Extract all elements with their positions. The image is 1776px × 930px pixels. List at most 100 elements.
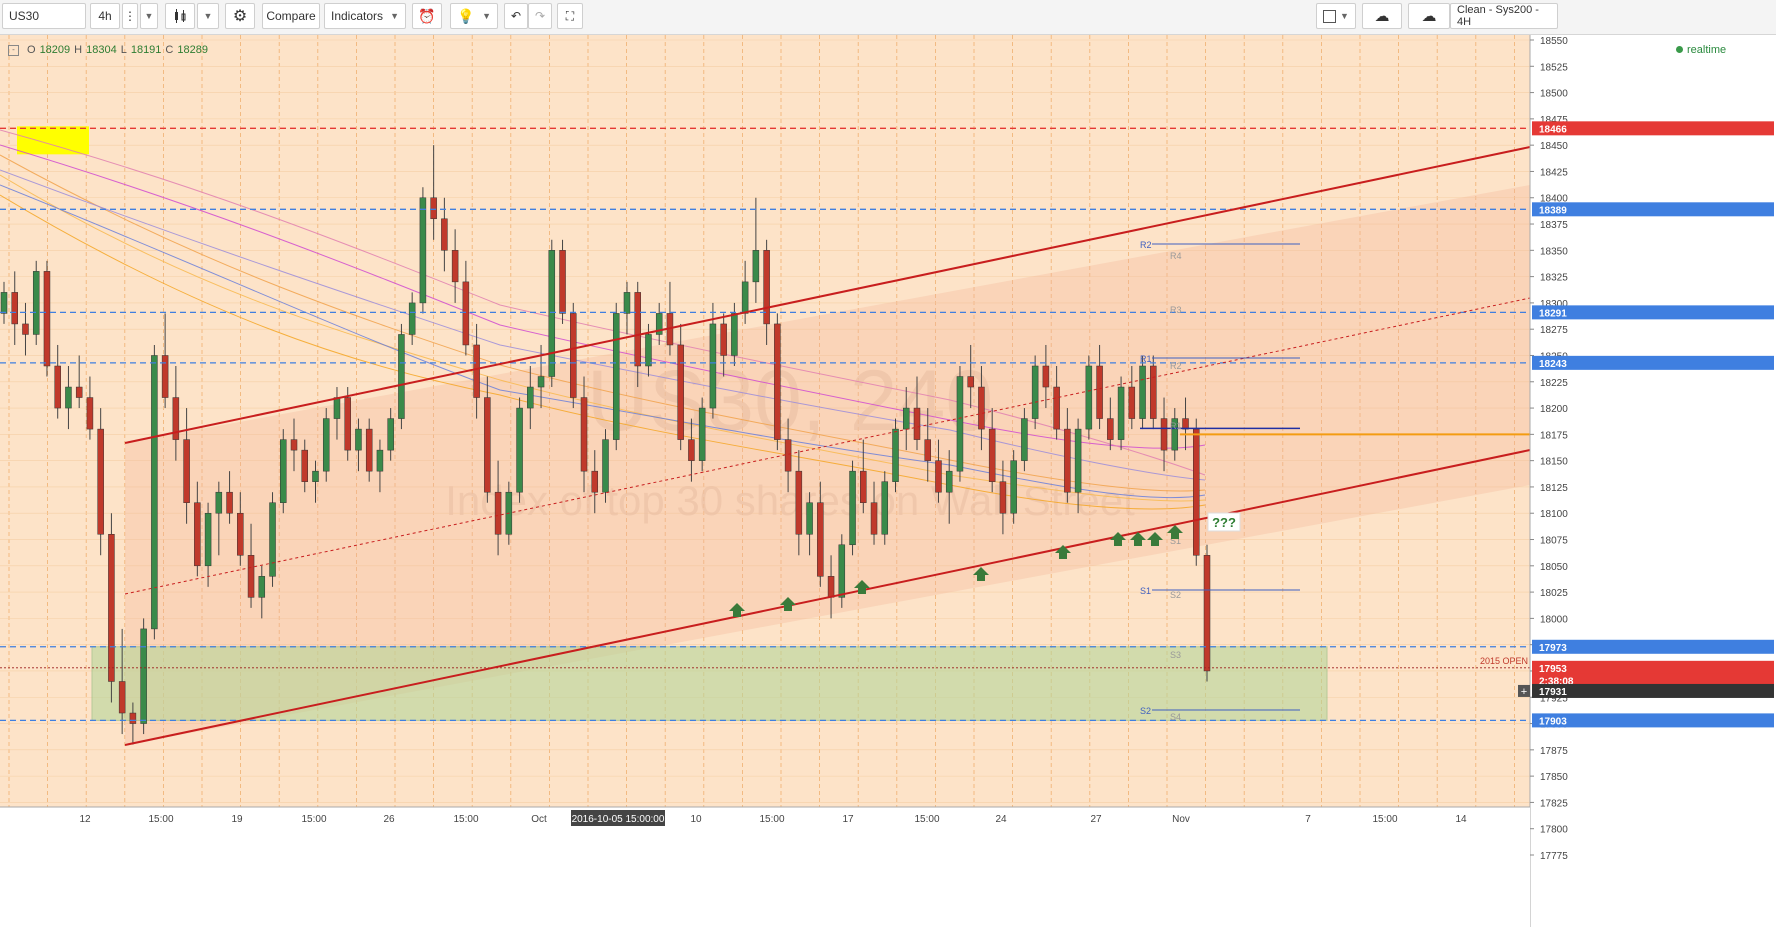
price-marker bbox=[1532, 660, 1774, 675]
save-layout-button[interactable]: ☁ bbox=[1408, 3, 1450, 29]
candle-body bbox=[1085, 365, 1093, 430]
candle-body bbox=[999, 481, 1007, 514]
compare-label: Compare bbox=[266, 9, 316, 23]
time-tick-label: 19 bbox=[231, 814, 243, 825]
price-marker bbox=[1532, 202, 1774, 217]
candle-body bbox=[849, 470, 856, 546]
chart-style-dropdown[interactable]: ▼ bbox=[197, 3, 219, 29]
candle-body bbox=[204, 512, 212, 567]
open-label: O bbox=[27, 44, 36, 56]
settings-button[interactable]: ⚙ bbox=[225, 3, 255, 29]
pivot-label: R2 bbox=[1170, 361, 1182, 371]
candle-body bbox=[677, 344, 684, 440]
candle-body bbox=[731, 313, 738, 356]
time-tick-label: Nov bbox=[1172, 814, 1190, 825]
question-box bbox=[1207, 512, 1241, 532]
candle-body bbox=[548, 250, 556, 377]
undo-button[interactable]: ↶ bbox=[504, 3, 528, 29]
price-tick-label: 18350 bbox=[1540, 246, 1568, 257]
price-marker bbox=[1532, 121, 1774, 136]
arrow-up-icon bbox=[780, 597, 796, 611]
candle-body bbox=[1096, 365, 1103, 419]
crosshair-time-label: 2016-10-05 15:00:00 bbox=[572, 814, 665, 825]
close-label: C bbox=[165, 44, 174, 56]
price-marker bbox=[1532, 639, 1774, 654]
candle-body bbox=[1021, 418, 1028, 461]
candle-body bbox=[237, 512, 244, 556]
candle-body bbox=[1139, 365, 1146, 419]
chevron-down-icon[interactable]: ▼ bbox=[140, 3, 158, 29]
indicators-label: Indicators bbox=[331, 9, 384, 23]
time-tick-label: 10 bbox=[690, 814, 702, 825]
candle-body bbox=[1107, 418, 1114, 440]
square-icon bbox=[1323, 9, 1337, 23]
channel-fill bbox=[125, 185, 1530, 745]
candle-body bbox=[559, 250, 566, 314]
indicators-button[interactable]: Indicators ▼ bbox=[324, 3, 406, 29]
moving-average-line bbox=[0, 184, 1206, 499]
price-marker-label: 18243 bbox=[1539, 359, 1567, 370]
chart-toolbar: US30 4h ⋮ ▼ ▼ ⚙ Compare Indicators ▼ ⏰ 💡… bbox=[0, 0, 1776, 35]
channel-lower-line[interactable] bbox=[124, 449, 1531, 746]
time-tick-label: 7 bbox=[1305, 814, 1311, 825]
ideas-button[interactable]: 💡 ▼ bbox=[450, 3, 498, 29]
candle-body bbox=[709, 323, 717, 409]
price-tick-label: 17800 bbox=[1540, 825, 1568, 836]
gear-icon: ⚙ bbox=[232, 8, 248, 25]
moving-average-line bbox=[0, 129, 1206, 476]
arrow-up-icon bbox=[1130, 532, 1146, 546]
price-tick-label: 18425 bbox=[1540, 167, 1568, 178]
compare-button[interactable]: Compare bbox=[262, 3, 320, 29]
candle-body bbox=[151, 355, 158, 630]
close-value: 18289 bbox=[177, 44, 208, 56]
price-tick-label: 18225 bbox=[1540, 378, 1568, 389]
candle-body bbox=[860, 470, 867, 503]
price-tick-label: 17775 bbox=[1540, 851, 1568, 862]
low-label: L bbox=[120, 44, 127, 56]
redo-button[interactable]: ↷ bbox=[528, 3, 552, 29]
layout-name-button[interactable]: Clean - Sys200 - 4H bbox=[1450, 3, 1558, 29]
arrow-up-icon bbox=[729, 603, 745, 617]
interval-selector[interactable]: 4h bbox=[90, 3, 120, 29]
symbol-label: US30 bbox=[9, 9, 40, 23]
arrow-up-icon bbox=[1110, 532, 1126, 546]
layout-dropdown[interactable]: ▼ bbox=[1316, 3, 1356, 29]
candle-body bbox=[376, 449, 384, 472]
price-tick-label: 18050 bbox=[1540, 562, 1568, 573]
candle-body bbox=[784, 439, 792, 472]
candle-body bbox=[312, 470, 319, 482]
candle-body bbox=[827, 576, 835, 598]
channel-upper-line[interactable] bbox=[124, 146, 1531, 444]
candle-body bbox=[441, 218, 448, 251]
price-tick-label: 18075 bbox=[1540, 536, 1568, 547]
time-axis[interactable] bbox=[0, 807, 1530, 927]
candle-body bbox=[1031, 365, 1039, 419]
pivot-label: S1 bbox=[1140, 586, 1151, 596]
candle-body bbox=[924, 439, 931, 461]
collapse-icon[interactable]: - bbox=[8, 44, 19, 56]
price-axis[interactable] bbox=[1530, 35, 1776, 927]
alert-button[interactable]: ⏰ bbox=[412, 3, 442, 29]
add-level-button[interactable] bbox=[1518, 684, 1530, 697]
candle-body bbox=[881, 481, 889, 535]
candle-body bbox=[108, 534, 115, 682]
candle-body bbox=[430, 197, 437, 220]
symbol-search-input[interactable]: US30 bbox=[2, 3, 86, 29]
candles-style-button[interactable] bbox=[165, 3, 195, 29]
candle-body bbox=[65, 386, 72, 409]
candle-body bbox=[365, 428, 373, 472]
price-tick-label: 18025 bbox=[1540, 588, 1568, 599]
candle-body bbox=[290, 439, 298, 451]
fullscreen-button[interactable]: ⛶ bbox=[557, 3, 583, 29]
chart-area[interactable]: US30, 240 Index of top 30 shares on Wall … bbox=[0, 35, 1776, 927]
pivot-label: S3 bbox=[1170, 650, 1181, 660]
time-tick-label: 14 bbox=[1455, 814, 1467, 825]
load-layout-button[interactable]: ☁ bbox=[1362, 3, 1402, 29]
candle-body bbox=[817, 502, 824, 577]
realtime-indicator: realtime bbox=[1676, 44, 1726, 56]
price-marker bbox=[1532, 305, 1774, 320]
more-icon[interactable]: ⋮ bbox=[122, 3, 138, 29]
candle-body bbox=[892, 428, 899, 482]
candle-body bbox=[763, 250, 770, 325]
